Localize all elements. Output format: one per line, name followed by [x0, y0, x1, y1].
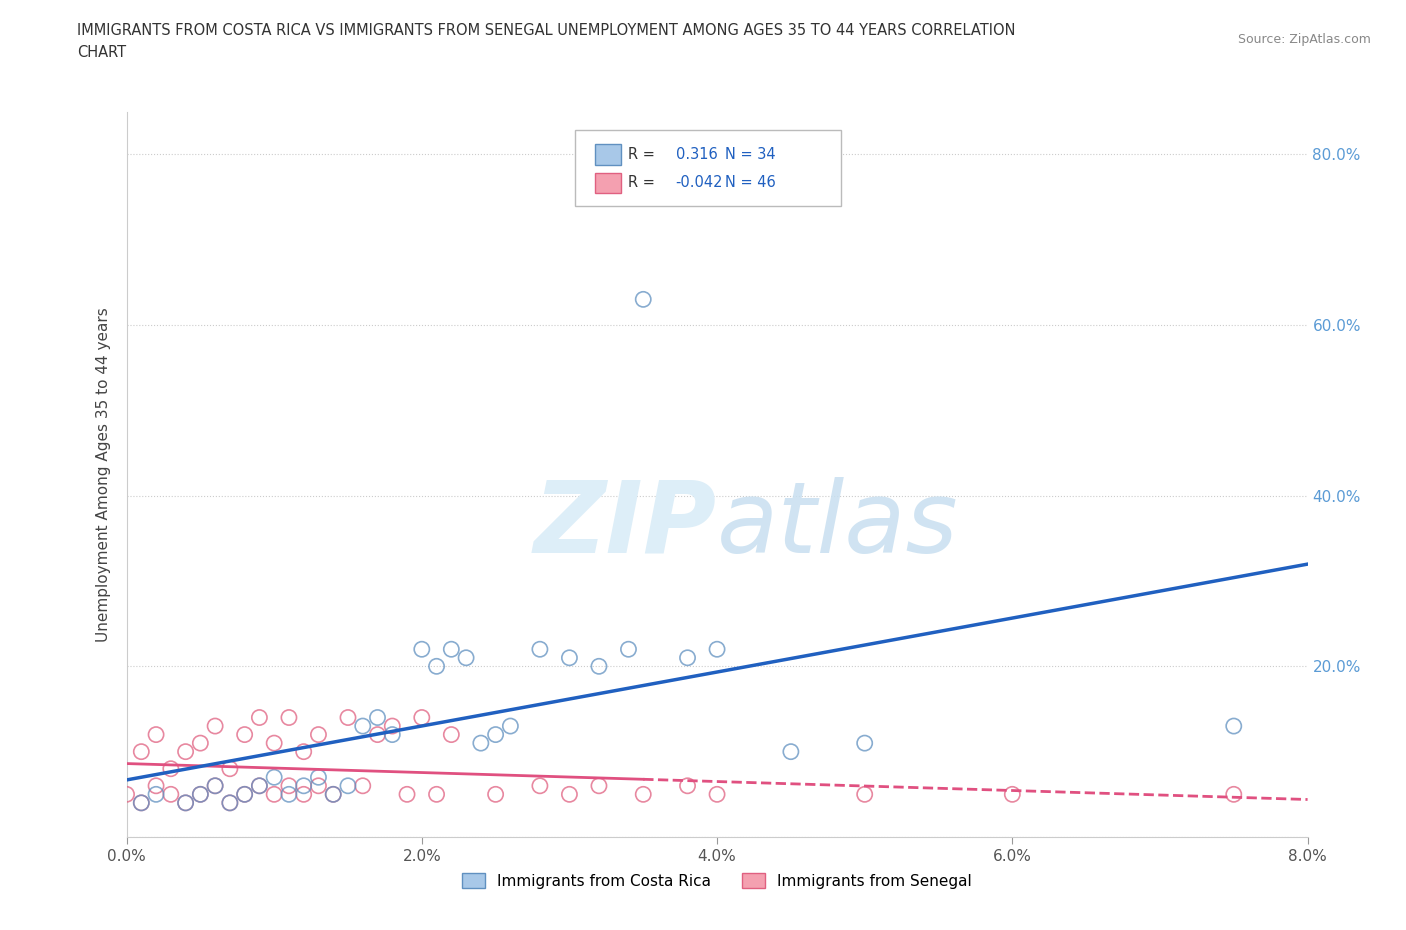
Point: [233, 787, 256, 802]
Text: ZIP: ZIP: [534, 476, 717, 574]
Point: [853, 787, 876, 802]
Text: Source: ZipAtlas.com: Source: ZipAtlas.com: [1237, 33, 1371, 46]
Point: [588, 778, 610, 793]
Point: [558, 787, 581, 802]
Point: [249, 711, 271, 725]
Point: [853, 736, 876, 751]
Text: -0.042: -0.042: [676, 175, 723, 191]
Point: [352, 719, 374, 734]
Point: [278, 787, 301, 802]
Point: [1223, 719, 1246, 734]
Point: [676, 650, 699, 665]
Point: [352, 778, 374, 793]
Point: [263, 787, 285, 802]
Point: [499, 719, 522, 734]
Text: CHART: CHART: [77, 45, 127, 60]
Point: [1001, 787, 1024, 802]
Point: [322, 787, 344, 802]
Text: N = 46: N = 46: [725, 175, 776, 191]
FancyBboxPatch shape: [595, 173, 621, 193]
Point: [633, 292, 655, 307]
Point: [129, 744, 153, 759]
Point: [307, 770, 329, 785]
Point: [219, 795, 242, 810]
Point: [188, 787, 212, 802]
Point: [484, 787, 508, 802]
Text: atlas: atlas: [717, 476, 959, 574]
Point: [278, 711, 301, 725]
Point: [588, 658, 610, 673]
Point: [676, 778, 699, 793]
Point: [292, 787, 315, 802]
Point: [129, 795, 153, 810]
Point: [1223, 787, 1246, 802]
Point: [367, 711, 389, 725]
Point: [292, 778, 315, 793]
Point: [617, 642, 640, 657]
Point: [633, 787, 655, 802]
Point: [249, 778, 271, 793]
FancyBboxPatch shape: [595, 144, 621, 165]
Point: [174, 744, 197, 759]
Point: [426, 787, 449, 802]
Point: [307, 727, 329, 742]
Point: [706, 642, 728, 657]
Point: [484, 727, 508, 742]
Point: [145, 778, 167, 793]
Text: IMMIGRANTS FROM COSTA RICA VS IMMIGRANTS FROM SENEGAL UNEMPLOYMENT AMONG AGES 35: IMMIGRANTS FROM COSTA RICA VS IMMIGRANTS…: [77, 23, 1015, 38]
Point: [396, 787, 419, 802]
Point: [322, 787, 344, 802]
Point: [426, 658, 449, 673]
Text: N = 34: N = 34: [725, 147, 776, 162]
Point: [440, 642, 463, 657]
FancyBboxPatch shape: [575, 130, 841, 206]
Point: [249, 778, 271, 793]
Text: R =: R =: [628, 147, 659, 162]
Point: [204, 719, 226, 734]
Point: [129, 795, 153, 810]
Point: [529, 642, 551, 657]
Point: [145, 727, 167, 742]
Point: [292, 744, 315, 759]
Point: [219, 762, 242, 777]
Point: [558, 650, 581, 665]
Point: [337, 711, 360, 725]
Y-axis label: Unemployment Among Ages 35 to 44 years: Unemployment Among Ages 35 to 44 years: [96, 307, 111, 642]
Point: [263, 736, 285, 751]
Point: [219, 795, 242, 810]
Point: [174, 795, 197, 810]
Point: [115, 787, 138, 802]
Legend: Immigrants from Costa Rica, Immigrants from Senegal: Immigrants from Costa Rica, Immigrants f…: [456, 867, 979, 895]
Point: [204, 778, 226, 793]
Point: [233, 727, 256, 742]
Point: [188, 787, 212, 802]
Text: 0.316: 0.316: [676, 147, 717, 162]
Point: [188, 736, 212, 751]
Point: [470, 736, 492, 751]
Text: R =: R =: [628, 175, 659, 191]
Point: [337, 778, 360, 793]
Point: [367, 727, 389, 742]
Point: [381, 719, 404, 734]
Point: [529, 778, 551, 793]
Point: [779, 744, 801, 759]
Point: [381, 727, 404, 742]
Point: [440, 727, 463, 742]
Point: [204, 778, 226, 793]
Point: [160, 787, 183, 802]
Point: [233, 787, 256, 802]
Point: [456, 650, 478, 665]
Point: [411, 642, 433, 657]
Point: [263, 770, 285, 785]
Point: [174, 795, 197, 810]
Point: [411, 711, 433, 725]
Point: [145, 787, 167, 802]
Point: [278, 778, 301, 793]
Point: [307, 778, 329, 793]
Point: [706, 787, 728, 802]
Point: [160, 762, 183, 777]
